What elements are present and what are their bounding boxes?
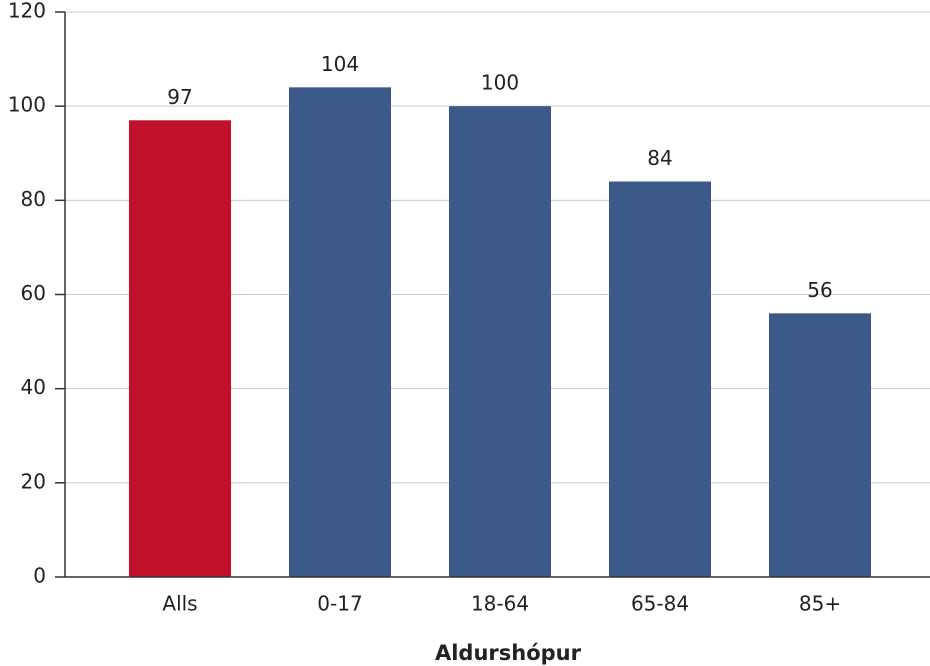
x-axis-label: Aldurshópur	[435, 641, 582, 665]
y-tick-label: 100	[8, 93, 46, 117]
bar	[449, 106, 551, 578]
y-tick-label: 60	[21, 281, 46, 305]
data-label: 104	[321, 52, 359, 76]
bar	[769, 313, 871, 577]
bar	[609, 181, 711, 577]
x-tick-label: 85+	[799, 592, 841, 616]
data-label: 97	[167, 85, 192, 109]
y-tick-label: 80	[21, 187, 46, 211]
y-tick-label: 120	[8, 0, 46, 23]
y-tick-label: 0	[33, 564, 46, 588]
data-label: 100	[481, 71, 519, 95]
x-tick-label: 18-64	[471, 592, 529, 616]
x-tick-label: 0-17	[317, 592, 362, 616]
y-tick-label: 20	[21, 469, 46, 493]
data-label: 84	[647, 146, 672, 170]
x-tick-label: 65-84	[631, 592, 689, 616]
bar	[129, 120, 231, 578]
x-tick-label: Alls	[162, 592, 197, 616]
data-label: 56	[807, 278, 832, 302]
y-tick-label: 40	[21, 375, 46, 399]
bar	[289, 87, 391, 577]
